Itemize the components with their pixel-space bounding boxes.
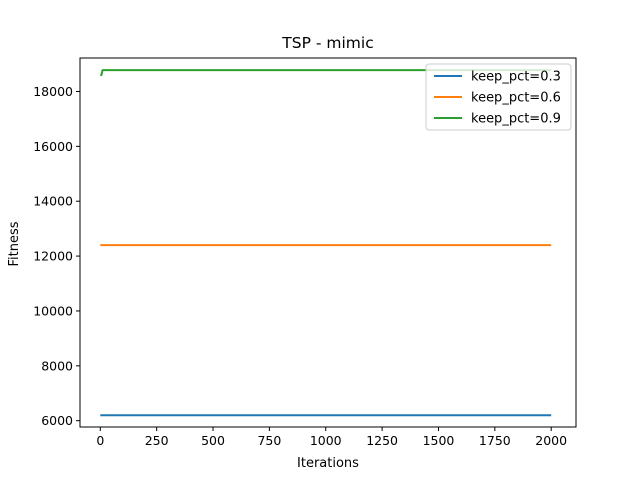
- x-tick-label: 2000: [535, 433, 567, 448]
- y-tick-label: 8000: [41, 358, 73, 373]
- x-tick-label: 750: [257, 433, 281, 448]
- x-tick-label: 0: [96, 433, 104, 448]
- y-tick-label: 10000: [33, 303, 73, 318]
- axes-frame: [79, 57, 577, 428]
- x-axis: 0 250 500 750 1000 1250 1500 1750 2000: [96, 427, 567, 448]
- series-line-2: [100, 69, 552, 77]
- plot-area: [79, 57, 577, 428]
- y-axis-label: Fitness: [7, 221, 22, 266]
- x-tick-label: 1000: [310, 433, 342, 448]
- chart-title: TSP - mimic: [281, 34, 373, 52]
- x-tick-label: 1500: [423, 433, 455, 448]
- legend: keep_pct=0.3 keep_pct=0.6 keep_pct=0.9: [425, 63, 572, 131]
- y-tick-label: 14000: [33, 194, 73, 209]
- x-tick-label: 250: [145, 433, 169, 448]
- y-axis: 6000 8000 10000 12000 14000 16000 18000: [33, 84, 80, 428]
- legend-label-1: keep_pct=0.6: [471, 91, 561, 106]
- y-tick-label: 12000: [33, 249, 73, 264]
- x-axis-label: Iterations: [297, 456, 359, 471]
- y-tick-label: 6000: [41, 413, 73, 428]
- x-tick-label: 1750: [479, 433, 511, 448]
- y-tick-label: 16000: [33, 139, 73, 154]
- legend-label-2: keep_pct=0.9: [471, 112, 561, 127]
- legend-box: [425, 63, 572, 131]
- x-tick-label: 1250: [366, 433, 398, 448]
- legend-label-0: keep_pct=0.3: [471, 70, 561, 85]
- x-tick-label: 500: [201, 433, 225, 448]
- y-tick-label: 18000: [33, 84, 73, 99]
